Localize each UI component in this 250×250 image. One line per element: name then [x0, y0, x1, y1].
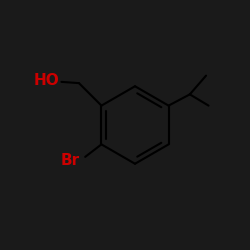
Text: Br: Br: [61, 153, 80, 168]
Text: HO: HO: [33, 73, 59, 88]
